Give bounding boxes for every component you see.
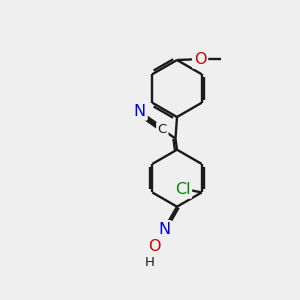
Text: N: N	[158, 222, 170, 237]
Text: C: C	[158, 123, 167, 136]
Text: N: N	[134, 104, 146, 119]
Text: O: O	[148, 239, 161, 254]
Text: H: H	[145, 256, 155, 268]
Text: Cl: Cl	[175, 182, 190, 197]
Text: O: O	[194, 52, 206, 67]
